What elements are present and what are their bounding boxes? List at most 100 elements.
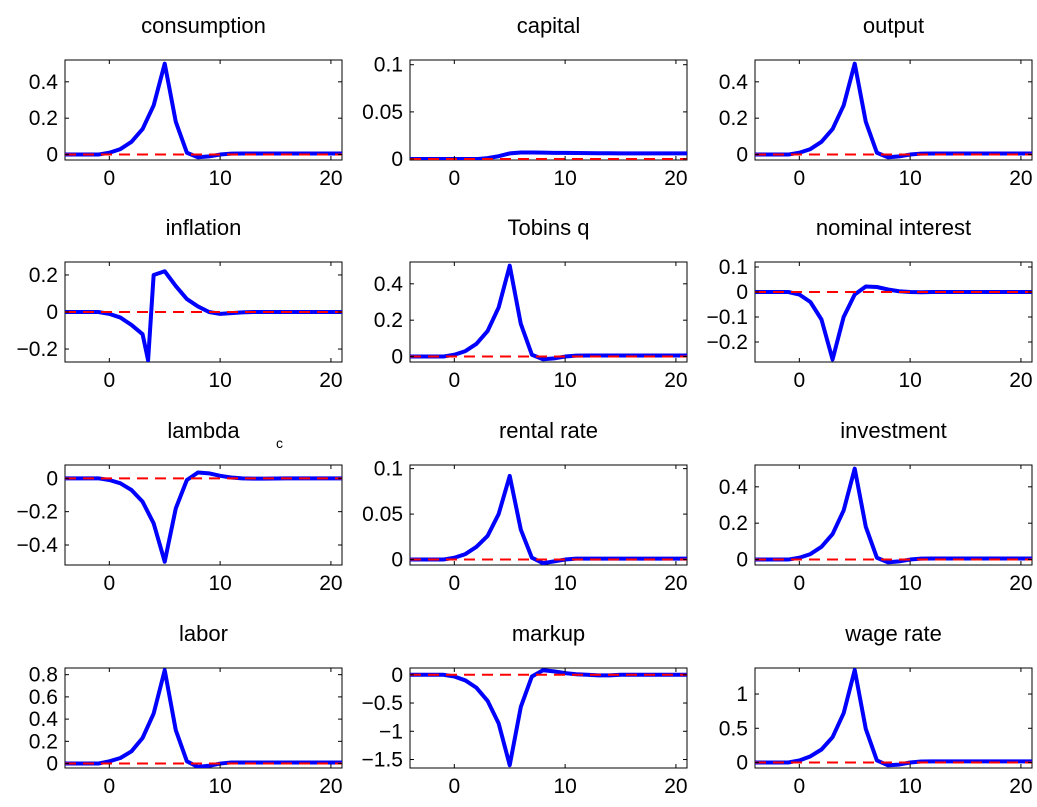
y-tick-label: −1 <box>379 720 403 743</box>
y-tick-label: 0.4 <box>29 708 59 731</box>
subplot-title: rental rate <box>499 418 598 443</box>
y-tick-label: 0 <box>736 281 748 304</box>
x-tick-label: 0 <box>448 572 460 595</box>
axes-box <box>755 60 1032 160</box>
y-tick-label: 0.2 <box>29 264 58 287</box>
y-tick-label: 0.2 <box>374 309 403 332</box>
x-tick-label: 20 <box>664 369 687 392</box>
x-tick-label: 10 <box>898 369 921 392</box>
axes-box <box>65 60 342 160</box>
x-tick-label: 10 <box>898 775 921 798</box>
x-tick-label: 10 <box>208 572 231 595</box>
axes-box <box>755 262 1032 362</box>
subplot-output: 0 10 20 0 0.2 0.4 output <box>719 13 1033 190</box>
y-tick-label: 0 <box>736 752 748 775</box>
axes-box <box>755 668 1032 768</box>
y-tick-label: 0.4 <box>719 476 749 499</box>
x-tick-label: 20 <box>664 775 687 798</box>
subplot-title: inflation <box>166 215 242 240</box>
x-tick-label: 0 <box>448 167 460 190</box>
subplot-capital: 0 10 20 0 0.05 0.1 capital <box>362 13 687 190</box>
y-tick-label: 0.1 <box>374 458 403 481</box>
subplot-title: lambda <box>167 418 240 443</box>
x-tick-label: 20 <box>319 775 342 798</box>
subplot-lambda: 0 10 20 −0.4 −0.2 0 lambda c <box>17 418 343 595</box>
subplot-consumption: 0 10 20 0 0.2 0.4 consumption <box>29 13 343 190</box>
y-tick-label: −0.5 <box>362 692 403 715</box>
y-tick-label: 0.4 <box>374 273 404 296</box>
x-tick-label: 20 <box>1009 167 1032 190</box>
axes-box <box>410 60 687 160</box>
x-tick-label: 20 <box>664 572 687 595</box>
axes-box <box>755 465 1032 565</box>
subplot-investment: 0 10 20 0 0.2 0.4 investment <box>719 418 1033 595</box>
y-tick-label: 0.1 <box>719 256 748 279</box>
x-tick-label: 0 <box>793 775 805 798</box>
y-tick-label: 0 <box>46 467 58 490</box>
x-tick-label: 0 <box>103 775 115 798</box>
subplot-tobins-q: 0 10 20 0 0.2 0.4 Tobins q <box>374 215 688 392</box>
subplot-title: labor <box>179 621 228 646</box>
y-tick-label: 0.8 <box>29 664 58 687</box>
subplot-title: Tobins q <box>508 215 590 240</box>
y-tick-label: 0 <box>46 753 58 776</box>
y-tick-label: 0 <box>736 549 748 572</box>
y-tick-label: 0.5 <box>719 717 748 740</box>
y-tick-label: 0 <box>391 346 403 369</box>
subplot-title: consumption <box>141 13 266 38</box>
x-tick-label: 0 <box>103 167 115 190</box>
x-tick-label: 20 <box>319 369 342 392</box>
y-tick-label: −0.4 <box>17 534 59 557</box>
axes-box <box>410 262 687 362</box>
y-tick-label: 0.4 <box>719 71 749 94</box>
subplot-title: investment <box>840 418 946 443</box>
y-tick-label: 0.6 <box>29 686 58 709</box>
y-tick-label: 0 <box>46 144 58 167</box>
x-tick-label: 0 <box>448 369 460 392</box>
y-tick-label: 1 <box>736 683 748 706</box>
x-tick-label: 0 <box>793 167 805 190</box>
x-tick-label: 0 <box>793 369 805 392</box>
x-tick-label: 20 <box>319 167 342 190</box>
subplot-title-subscript: c <box>276 435 283 451</box>
x-tick-label: 10 <box>553 167 576 190</box>
y-tick-label: −0.2 <box>17 501 58 524</box>
x-tick-label: 20 <box>1009 369 1032 392</box>
y-tick-label: 0.2 <box>29 107 58 130</box>
subplot-title: wage rate <box>844 621 942 646</box>
y-tick-label: 0.1 <box>374 54 403 77</box>
x-tick-label: 20 <box>664 167 687 190</box>
axes-box <box>410 668 687 768</box>
y-tick-label: 0.2 <box>29 730 58 753</box>
axes-box <box>65 668 342 768</box>
x-tick-label: 20 <box>1009 775 1032 798</box>
subplot-title: markup <box>512 621 585 646</box>
x-tick-label: 10 <box>208 775 231 798</box>
x-tick-label: 0 <box>448 775 460 798</box>
x-tick-label: 0 <box>793 572 805 595</box>
x-tick-label: 10 <box>898 572 921 595</box>
y-tick-label: 0.05 <box>362 101 403 124</box>
subplot-inflation: 0 10 20−0.200.2inflation <box>17 215 343 392</box>
y-tick-label: 0.2 <box>719 512 748 535</box>
x-tick-label: 10 <box>553 775 576 798</box>
y-tick-label: 0 <box>736 144 748 167</box>
y-tick-label: 0 <box>46 301 58 324</box>
y-tick-label: −0.2 <box>707 331 748 354</box>
y-tick-label: −0.2 <box>17 338 58 361</box>
y-tick-label: 0 <box>391 664 403 687</box>
x-tick-label: 20 <box>319 572 342 595</box>
y-tick-label: 0.2 <box>719 107 748 130</box>
y-tick-label: 0 <box>391 148 403 171</box>
y-tick-label: −0.1 <box>707 306 748 329</box>
y-tick-label: 0.4 <box>29 71 59 94</box>
x-tick-label: 0 <box>103 369 115 392</box>
subplot-markup: 0 10 20 −1.5 −1 −0.5 0 markup <box>362 621 688 798</box>
x-tick-label: 10 <box>553 369 576 392</box>
subplot-title: capital <box>517 13 581 38</box>
subplot-rental-rate: 0 10 20 0 0.05 0.1 rental rate <box>362 418 687 595</box>
y-tick-label: 0.05 <box>362 503 403 526</box>
subplot-title: output <box>863 13 924 38</box>
